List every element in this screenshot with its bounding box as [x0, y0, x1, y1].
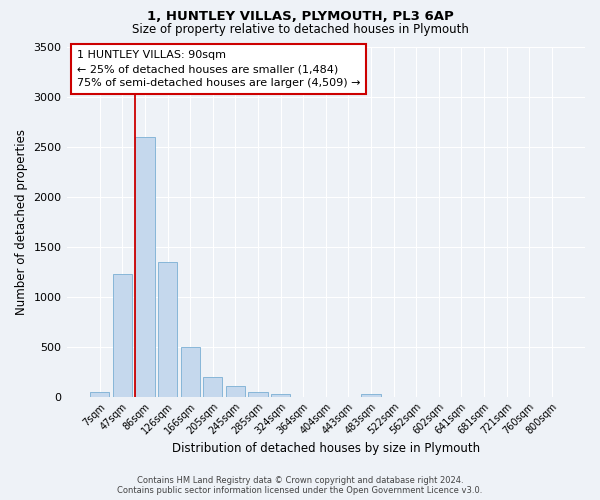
- Bar: [226, 386, 245, 396]
- Text: Size of property relative to detached houses in Plymouth: Size of property relative to detached ho…: [131, 22, 469, 36]
- Bar: [361, 394, 380, 396]
- Text: 1, HUNTLEY VILLAS, PLYMOUTH, PL3 6AP: 1, HUNTLEY VILLAS, PLYMOUTH, PL3 6AP: [146, 10, 454, 23]
- Bar: [158, 262, 177, 396]
- Bar: [203, 376, 223, 396]
- Bar: [248, 392, 268, 396]
- Bar: [136, 136, 155, 396]
- Text: 1 HUNTLEY VILLAS: 90sqm
← 25% of detached houses are smaller (1,484)
75% of semi: 1 HUNTLEY VILLAS: 90sqm ← 25% of detache…: [77, 50, 361, 88]
- Bar: [113, 274, 132, 396]
- Y-axis label: Number of detached properties: Number of detached properties: [15, 128, 28, 314]
- X-axis label: Distribution of detached houses by size in Plymouth: Distribution of detached houses by size …: [172, 442, 480, 455]
- Bar: [271, 394, 290, 396]
- Bar: [181, 346, 200, 397]
- Bar: [90, 392, 109, 396]
- Text: Contains HM Land Registry data © Crown copyright and database right 2024.
Contai: Contains HM Land Registry data © Crown c…: [118, 476, 482, 495]
